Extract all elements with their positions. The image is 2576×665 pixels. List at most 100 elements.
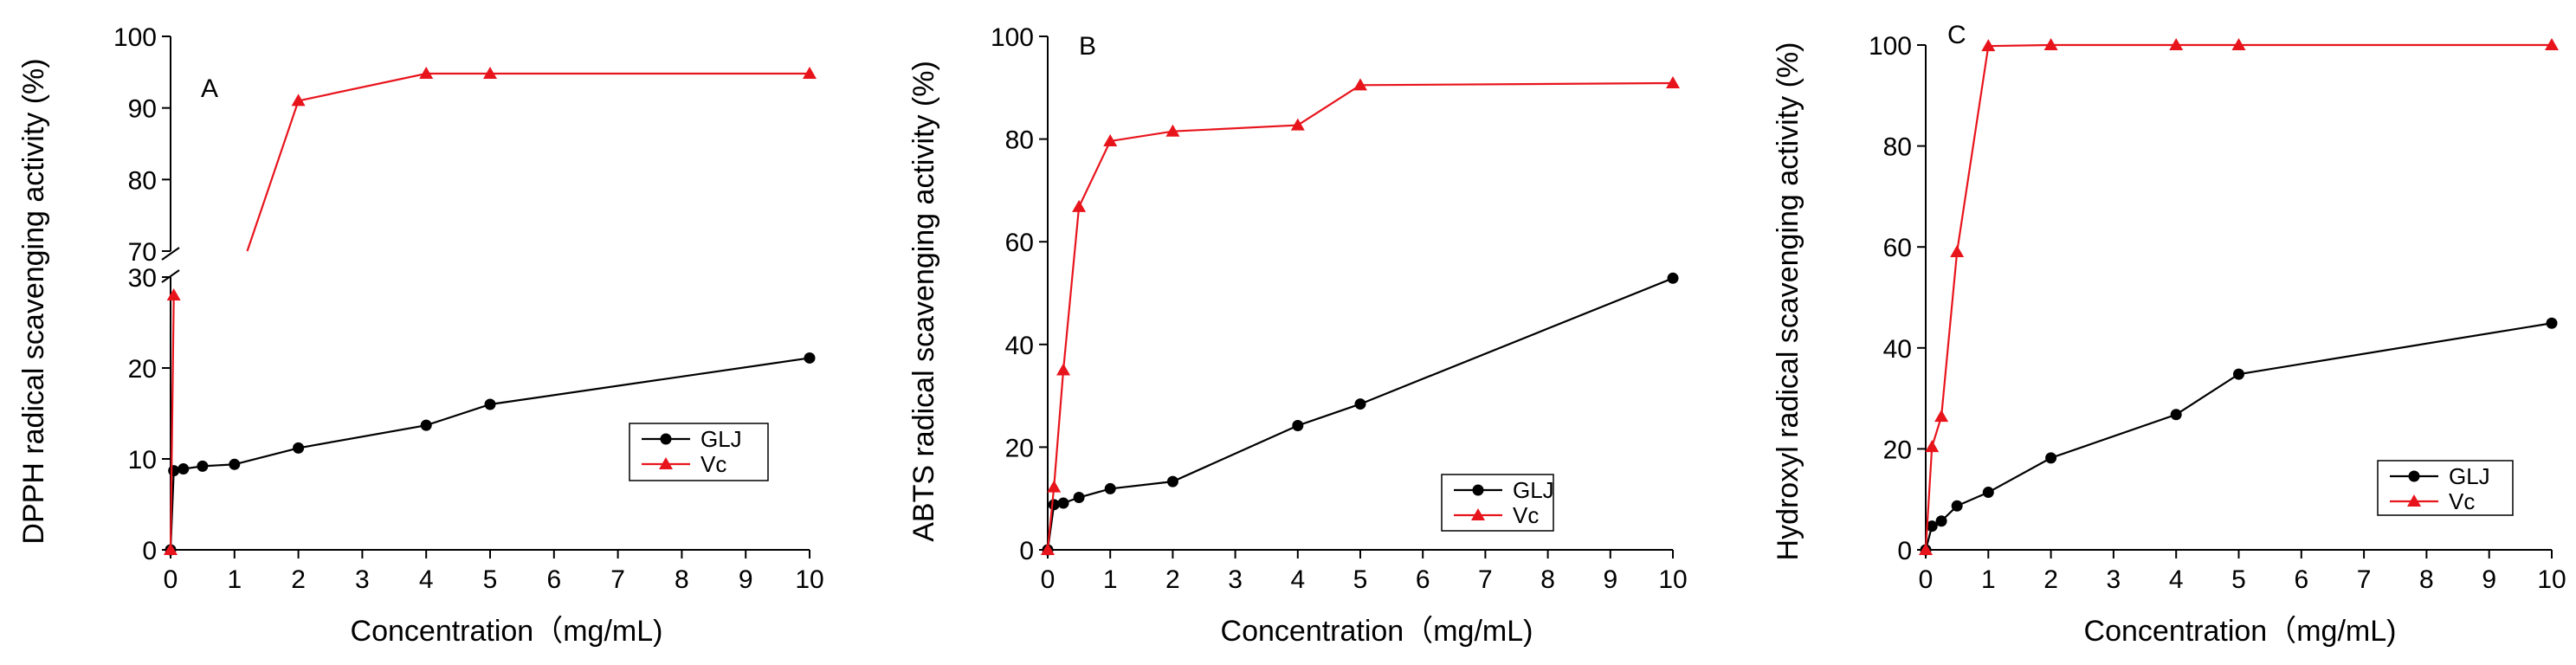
x-axis-title-b: Concentration（mg/mL) [1221, 615, 1533, 648]
series-line-glj-b [1046, 277, 1674, 551]
data-point-glj-b-1 [1048, 499, 1060, 511]
x-tick-label-a-10: 10 [795, 565, 823, 594]
x-tick-label-c-8: 8 [2419, 565, 2434, 594]
y-tick-label-b-4: 80 [1005, 126, 1034, 155]
y-axis-title-c: Hydroxyl radical scavenging activity (%) [1772, 42, 1804, 561]
y-tick-label-upper-a-2: 90 [128, 95, 157, 124]
y-tick-label-c-3: 60 [1883, 234, 1912, 262]
data-point-glj-a-4 [229, 458, 241, 470]
y-tick-label-lower-a-3: 30 [128, 264, 157, 293]
data-point-glj-c-6 [2170, 409, 2182, 421]
data-point-glj-b-3 [1073, 492, 1085, 504]
legend-box-b [1441, 474, 1554, 532]
x-tick-label-c-7: 7 [2357, 565, 2372, 594]
chart-panel-a: A Concentration（mg/mL) DPPH radical scav… [17, 23, 824, 648]
y-tick-label-c-1: 20 [1883, 436, 1912, 464]
x-tick-label-a-2: 2 [291, 565, 306, 594]
x-tick-label-a-0: 0 [164, 565, 178, 594]
data-point-vc-b-7 [1353, 78, 1367, 91]
x-tick-label-a-9: 9 [739, 565, 753, 594]
x-tick-label-b-7: 7 [1478, 565, 1493, 594]
x-tick-label-b-3: 3 [1228, 565, 1243, 594]
data-point-vc-b-8 [1666, 75, 1680, 88]
data-point-glj-c-5 [2045, 452, 2057, 464]
x-tick-label-a-1: 1 [227, 565, 242, 594]
data-point-glj-b-6 [1292, 419, 1304, 431]
legend-label-vc-b: Vc [1513, 502, 1539, 528]
x-tick-label-b-4: 4 [1290, 565, 1305, 594]
legend-box-c [2377, 460, 2514, 516]
series-line-vc-lower-a [169, 294, 175, 551]
x-tick-label-b-9: 9 [1603, 565, 1617, 594]
x-tick-label-c-0: 0 [1919, 565, 1934, 594]
data-point-vc-c-2 [1934, 410, 1949, 423]
x-tick-label-c-2: 2 [2043, 565, 2058, 594]
legend-label-glj-a: GLJ [700, 426, 742, 452]
data-point-vc-c-5 [2043, 38, 2058, 50]
data-point-glj-a-7 [484, 398, 496, 410]
data-point-glj-c-7 [2233, 368, 2244, 380]
panel-label-a: A [201, 74, 218, 103]
legend-label-glj-c: GLJ [2449, 463, 2490, 489]
x-tick-label-b-6: 6 [1416, 565, 1430, 594]
data-point-vc-b-0 [1041, 543, 1055, 555]
data-point-vc-a-5 [803, 66, 817, 79]
y-tick-label-b-3: 60 [1005, 229, 1034, 257]
data-point-vc-a-3 [419, 66, 434, 79]
legend-label-glj-b: GLJ [1513, 477, 1554, 503]
data-point-vc-a-4 [483, 66, 497, 79]
x-tick-label-b-0: 0 [1041, 565, 1056, 594]
x-tick-label-c-1: 1 [1981, 565, 1996, 594]
x-tick-label-b-1: 1 [1103, 565, 1118, 594]
data-point-vc-c-4 [1981, 39, 1996, 52]
data-point-vc-c-1 [1925, 440, 1940, 453]
data-point-vc-b-4 [1103, 133, 1118, 146]
y-tick-label-b-2: 40 [1005, 332, 1034, 360]
legend-box-a [629, 423, 769, 481]
y-axis-title-b: ABTS radical scavenging activity (%) [907, 61, 940, 542]
x-tick-label-a-6: 6 [546, 565, 561, 594]
data-point-glj-b-4 [1104, 482, 1116, 494]
y-tick-label-b-5: 100 [991, 23, 1034, 52]
y-tick-label-lower-a-1: 10 [128, 446, 157, 475]
x-axis-title-a: Concentration（mg/mL) [351, 615, 663, 648]
legend-marker-glj-a [660, 433, 672, 445]
series-line-vc-upper-a [246, 72, 810, 252]
chart-panel-c: C Concentration（mg/mL) Hydroxyl radical … [1772, 21, 2566, 648]
data-point-glj-c-1 [1926, 520, 1938, 533]
data-point-glj-a-8 [804, 352, 816, 364]
data-point-glj-b-2 [1057, 497, 1069, 509]
data-point-vc-b-5 [1165, 124, 1180, 137]
data-point-vc-a-1 [166, 288, 181, 300]
data-point-vc-b-6 [1290, 118, 1305, 131]
x-tick-label-a-3: 3 [355, 565, 370, 594]
panel-label-c: C [1947, 21, 1966, 49]
y-axis-title-a: DPPH radical scavenging activity (%) [17, 58, 50, 544]
x-tick-label-a-8: 8 [675, 565, 689, 594]
legend-marker-vc-c [2407, 494, 2421, 507]
y-tick-label-c-2: 40 [1883, 335, 1912, 364]
legend-label-vc-c: Vc [2449, 488, 2475, 514]
y-tick-label-c-4: 80 [1883, 133, 1912, 162]
y-tick-label-c-0: 0 [1897, 537, 1912, 565]
y-tick-label-upper-a-0: 70 [128, 238, 157, 267]
x-tick-label-a-5: 5 [483, 565, 498, 594]
panel-label-b: B [1079, 32, 1096, 61]
x-tick-label-b-5: 5 [1353, 565, 1368, 594]
data-point-glj-b-8 [1667, 272, 1679, 284]
data-point-glj-a-3 [197, 460, 209, 472]
y-tick-label-lower-a-2: 20 [128, 355, 157, 384]
data-point-vc-a-2 [291, 94, 306, 107]
x-axis-title-c: Concentration（mg/mL) [2084, 615, 2397, 648]
data-point-vc-c-6 [2169, 38, 2184, 50]
y-tick-label-c-5: 100 [1869, 32, 1912, 61]
data-point-glj-c-4 [1982, 487, 1994, 499]
y-tick-label-lower-a-0: 0 [142, 537, 157, 565]
legend-marker-glj-c [2408, 470, 2420, 482]
x-tick-label-b-10: 10 [1658, 565, 1687, 594]
data-point-glj-a-2 [178, 463, 190, 475]
x-tick-label-a-7: 7 [610, 565, 625, 594]
